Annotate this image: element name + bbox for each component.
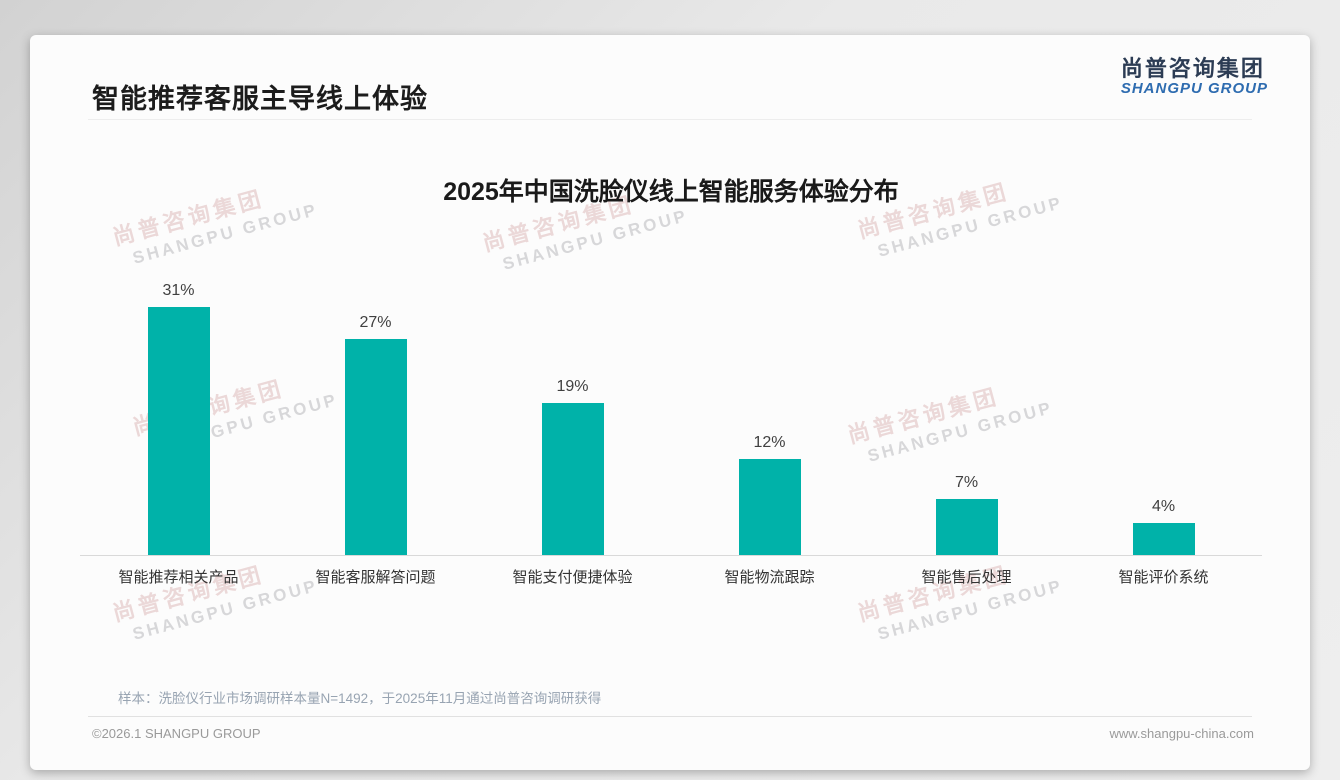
title-divider: [88, 119, 1252, 120]
category-label: 智能评价系统: [1118, 569, 1209, 586]
bar: [541, 403, 604, 555]
watermark-english-text: SHANGPU GROUP: [130, 199, 321, 268]
bar-columns: 31% 27% 19% 12% 7% 4%: [80, 275, 1262, 555]
footer-divider: [88, 716, 1252, 717]
bar: [935, 499, 998, 555]
bar-column: 27%: [277, 314, 474, 555]
bar: [1132, 523, 1195, 555]
category-label: 智能推荐相关产品: [118, 569, 239, 586]
bar-column: 7%: [868, 474, 1065, 555]
bar-column: 19%: [474, 378, 671, 555]
bar-value-label: 4%: [1151, 498, 1176, 515]
bar: [147, 307, 210, 555]
company-logo: 尚普咨询集团 SHANGPU GROUP: [1120, 56, 1268, 98]
category-label: 智能支付便捷体验: [512, 569, 633, 586]
bar-value-label: 7%: [954, 474, 979, 491]
bar-value-label: 27%: [359, 314, 392, 331]
category-label: 智能客服解答问题: [315, 569, 436, 586]
bar: [344, 339, 407, 555]
website-url: www.shangpu-china.com: [1109, 726, 1254, 741]
bar-value-label: 31%: [162, 282, 195, 299]
bar: [738, 459, 801, 555]
page-title: 智能推荐客服主导线上体验: [92, 84, 428, 114]
sample-footnote: 样本：洗脸仪行业市场调研样本量N=1492，于2025年11月通过尚普咨询调研获…: [118, 691, 602, 706]
chart-title: 2025年中国洗脸仪线上智能服务体验分布: [443, 178, 899, 206]
logo-english-text: SHANGPU GROUP: [1120, 80, 1268, 98]
category-row: 智能推荐相关产品 智能客服解答问题 智能支付便捷体验 智能物流跟踪 智能售后处理 智能评价…: [80, 566, 1262, 587]
watermark-english-text: SHANGPU GROUP: [500, 205, 691, 274]
logo-chinese-text: 尚普咨询集团: [1120, 56, 1265, 81]
watermark-chinese-text: 尚普咨询集团: [109, 561, 268, 627]
bar-value-label: 12%: [753, 434, 786, 451]
copyright-text: ©2026.1 SHANGPU GROUP: [92, 726, 261, 741]
category-label: 智能售后处理: [921, 569, 1012, 586]
category-label: 智能物流跟踪: [724, 569, 815, 586]
bar-column: 4%: [1065, 498, 1262, 555]
watermark-chinese-text: 尚普咨询集团: [854, 561, 1013, 627]
bar-value-label: 19%: [556, 378, 589, 395]
bar-column: 12%: [671, 434, 868, 555]
x-axis-line: [80, 555, 1262, 556]
bar-column: 31%: [80, 282, 277, 555]
slide-card: 智能推荐客服主导线上体验 尚普咨询集团 SHANGPU GROUP 尚普咨询集团…: [30, 35, 1310, 770]
